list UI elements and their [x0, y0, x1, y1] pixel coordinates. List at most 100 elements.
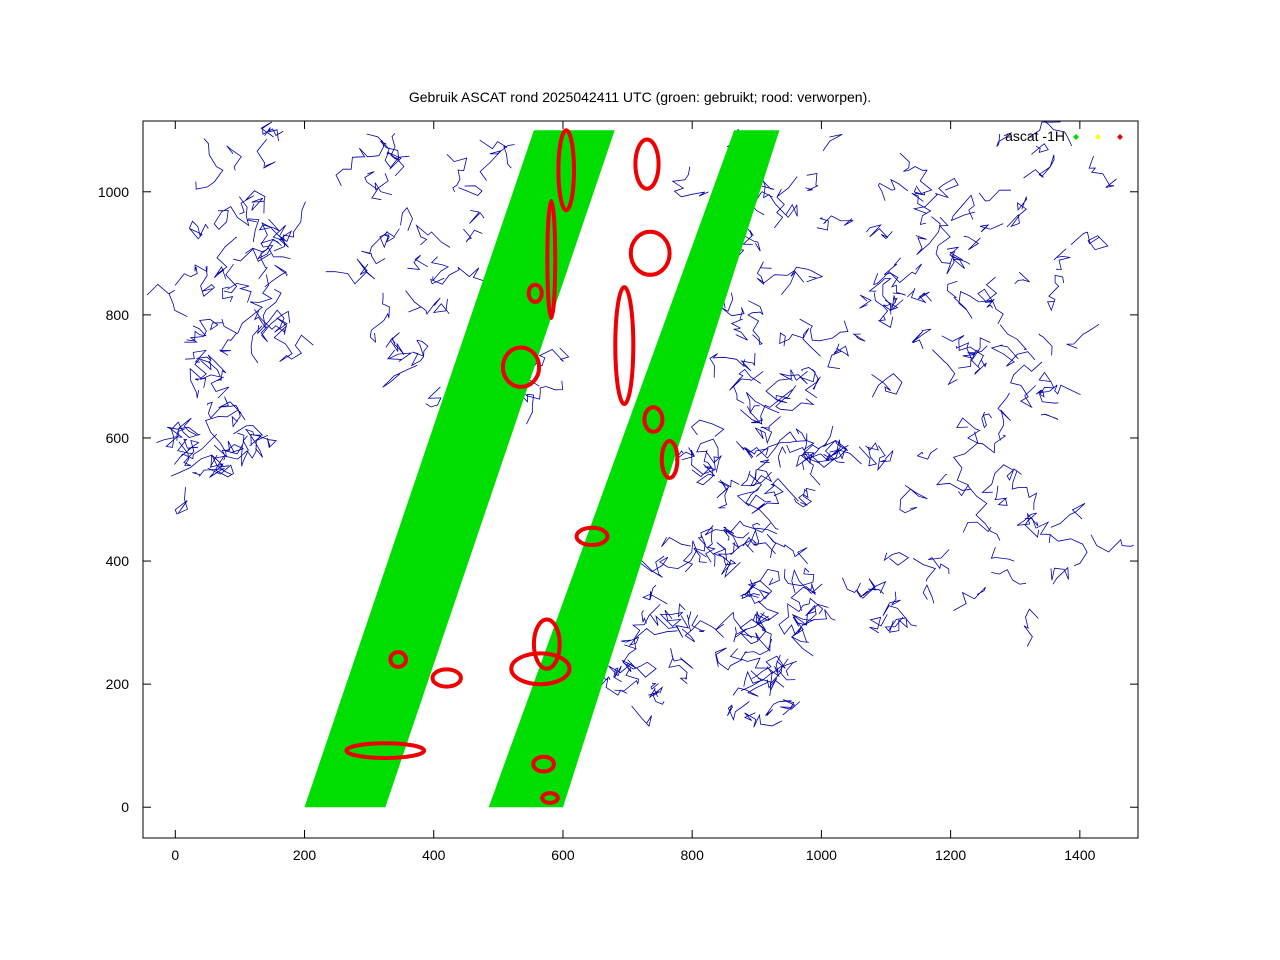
coastline-segment [385, 332, 405, 356]
coastline-segment [366, 133, 402, 170]
coastline-segment [746, 406, 763, 424]
coastline-segment [257, 238, 291, 260]
coastline-segment [479, 139, 512, 169]
coastline-segment [727, 701, 750, 721]
used-swath [488, 130, 780, 808]
coastline-segment [729, 520, 771, 533]
coastline-segment [996, 132, 1013, 147]
coastline-segment [415, 224, 451, 248]
coastline-segment [773, 176, 798, 229]
coastline-segment [631, 705, 652, 728]
coastline-segment [189, 358, 212, 399]
coastline-segment [730, 318, 748, 341]
coastline-segment [245, 239, 279, 254]
coastline-segment [1046, 274, 1065, 312]
coastline-segment [729, 371, 764, 391]
coastline-segment [991, 569, 1027, 585]
coastline-segment [950, 194, 976, 222]
coastline-segment [732, 677, 778, 697]
coastline-segment [958, 355, 987, 376]
coastline-segment [803, 604, 836, 626]
coastline-segment [956, 417, 981, 444]
coastline-segment [981, 411, 992, 429]
coastline-segment [740, 389, 793, 425]
y-tick-label: 1000 [98, 184, 129, 200]
coastline-segment [1050, 566, 1069, 585]
coastline-segment [650, 614, 690, 638]
coastline-segment [981, 464, 1022, 493]
coastline-segment [772, 478, 799, 502]
coastline-segment [1088, 155, 1117, 188]
coastline-segment [715, 611, 769, 638]
rejected-patch [509, 651, 572, 687]
coastline-segment [877, 315, 894, 329]
coastline-segment [210, 376, 230, 399]
coastline-segment [671, 655, 694, 669]
coastline-segment [997, 392, 1011, 441]
coastline-segment [935, 474, 971, 491]
coastline-segment [858, 442, 879, 467]
coastline-segment [622, 644, 657, 678]
coastline-segment [784, 567, 815, 587]
coastline-segment [913, 187, 926, 196]
coastline-segment [912, 558, 937, 582]
coastline-segment [740, 459, 773, 487]
legend: ascat -1H [1005, 128, 1123, 144]
coastline-segment [786, 428, 815, 454]
coastline-segment [374, 173, 393, 196]
coastline-segment [842, 577, 887, 598]
coastline-segment [178, 439, 200, 466]
coastline-segment [1043, 121, 1073, 147]
coastline-segment [1023, 608, 1039, 647]
coastline-segment [754, 416, 781, 445]
coastline-segment [379, 231, 395, 249]
coastline-segment [167, 421, 201, 439]
y-tick-label: 400 [106, 553, 130, 569]
rejected-patch [531, 617, 562, 671]
coastline-segment [382, 364, 418, 388]
coastline-segment [1070, 231, 1109, 251]
coastline-segment [741, 593, 761, 600]
coastline-segment [195, 378, 207, 388]
coastline-segment [631, 604, 661, 650]
coastline-segment [775, 397, 815, 411]
rejected-patch [659, 439, 680, 480]
coastline-segment [1011, 470, 1038, 511]
coastline-segment [765, 369, 808, 404]
coastline-segment [1014, 271, 1030, 285]
coastline-segment [912, 177, 959, 214]
coastline-segment [260, 121, 284, 138]
coastline-segment [994, 485, 1008, 506]
coastline-segment [932, 349, 958, 386]
coastline-segment [686, 611, 692, 632]
coastline-segment [911, 328, 932, 349]
coastline-segment [765, 700, 792, 716]
rejected-patch [642, 405, 665, 434]
coastline-segment [621, 627, 678, 647]
coastline-segment [246, 218, 260, 243]
rejected-patch [500, 345, 542, 389]
coastline-segment [877, 445, 894, 472]
coastline-segment [1066, 323, 1100, 349]
rejected-patch [545, 199, 558, 320]
rejected-patch [628, 229, 672, 277]
coastline-segment [761, 176, 798, 218]
coastline-segment [946, 246, 971, 265]
coastline-segment [195, 138, 224, 190]
rejected-patch [574, 525, 610, 548]
coastline-segment [715, 647, 743, 671]
coastline-segment [214, 434, 269, 460]
coastline-segment [608, 662, 633, 683]
legend-marker-used [1073, 134, 1079, 140]
coastline-segment [822, 425, 848, 461]
coastline-segment [743, 712, 783, 728]
rejected-patch [613, 285, 636, 407]
coastline-segment [649, 686, 664, 698]
coastline-segment [227, 282, 252, 303]
coastline-segment [1090, 534, 1134, 553]
coastline-segment [871, 373, 903, 398]
coastline-segment [733, 368, 761, 404]
coastline-segment [661, 536, 691, 548]
coastline-segment [946, 280, 973, 319]
coastline-segment [469, 210, 485, 224]
